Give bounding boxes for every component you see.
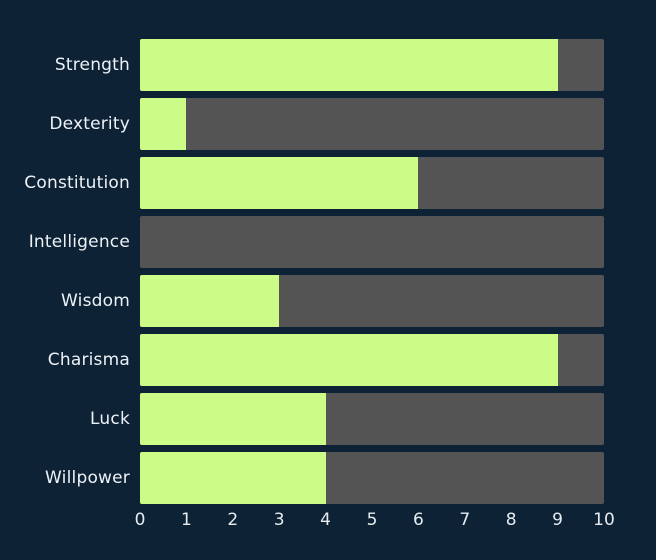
category-label: Constitution: [24, 173, 130, 193]
x-tick-label: 7: [459, 510, 471, 530]
bar-row: Constitution: [0, 157, 604, 209]
category-label: Charisma: [47, 350, 130, 370]
x-tick-label: 3: [273, 510, 285, 530]
bar-row: Luck: [0, 393, 604, 445]
bar-fill: [140, 393, 326, 445]
x-tick-label: 9: [552, 510, 564, 530]
category-label: Strength: [54, 55, 130, 75]
category-label: Intelligence: [28, 232, 130, 252]
bar-track: [140, 275, 604, 327]
category-label: Wisdom: [61, 291, 130, 311]
bar-row: Dexterity: [0, 98, 604, 150]
category-label: Willpower: [45, 468, 130, 488]
bar-rows: Strength Dexterity Constitution Intelligenc…: [0, 39, 604, 504]
bar-fill: [140, 39, 558, 91]
bar-row: Charisma: [0, 334, 604, 386]
bar-track: [140, 393, 604, 445]
bar-fill: [140, 157, 419, 209]
bar-track: [140, 452, 604, 504]
x-tick-label: 6: [412, 510, 424, 530]
bar-row: Willpower: [0, 452, 604, 504]
x-tick-label: 8: [505, 510, 517, 530]
bar-row: Intelligence: [0, 216, 604, 268]
category-label: Luck: [90, 409, 130, 429]
x-axis: 0 1 2 3 4 5 6 7 8 9 10: [135, 510, 615, 536]
bar-track: [140, 216, 604, 268]
category-label: Dexterity: [49, 114, 130, 134]
bar-fill: [140, 334, 558, 386]
x-tick-label: 10: [593, 510, 615, 530]
x-tick-label: 2: [227, 510, 239, 530]
bar-track: [140, 98, 604, 150]
x-tick-label: 4: [320, 510, 332, 530]
bar-track: [140, 334, 604, 386]
bar-track: [140, 157, 604, 209]
bar-row: Wisdom: [0, 275, 604, 327]
bar-fill: [140, 452, 326, 504]
bar-fill: [140, 98, 187, 150]
x-tick-label: 0: [134, 510, 146, 530]
x-tick-label: 1: [180, 510, 192, 530]
bar-track: [140, 39, 604, 91]
bar-fill: [140, 275, 280, 327]
x-tick-label: 5: [366, 510, 378, 530]
bar-row: Strength: [0, 39, 604, 91]
